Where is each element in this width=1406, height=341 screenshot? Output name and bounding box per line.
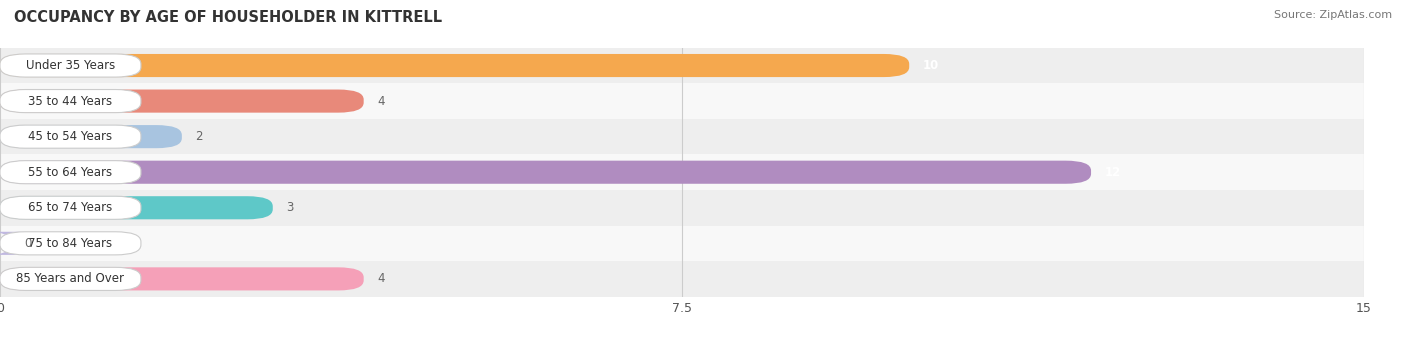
FancyBboxPatch shape (0, 90, 141, 113)
Bar (0, 119, 1364, 154)
FancyBboxPatch shape (0, 54, 910, 77)
Bar (0, 225, 1364, 261)
Text: 4: 4 (377, 94, 385, 107)
FancyBboxPatch shape (0, 267, 364, 291)
Bar (0, 48, 1364, 83)
Bar (0, 83, 1364, 119)
Text: 12: 12 (1105, 166, 1121, 179)
Text: OCCUPANCY BY AGE OF HOUSEHOLDER IN KITTRELL: OCCUPANCY BY AGE OF HOUSEHOLDER IN KITTR… (14, 10, 441, 25)
FancyBboxPatch shape (0, 125, 141, 148)
FancyBboxPatch shape (0, 90, 364, 113)
Text: 45 to 54 Years: 45 to 54 Years (28, 130, 112, 143)
Text: 55 to 64 Years: 55 to 64 Years (28, 166, 112, 179)
FancyBboxPatch shape (0, 267, 141, 291)
Text: Source: ZipAtlas.com: Source: ZipAtlas.com (1274, 10, 1392, 20)
FancyBboxPatch shape (0, 161, 141, 184)
Bar (0, 261, 1364, 297)
Text: 65 to 74 Years: 65 to 74 Years (28, 201, 112, 214)
Bar (0, 190, 1364, 225)
Text: Under 35 Years: Under 35 Years (25, 59, 115, 72)
FancyBboxPatch shape (0, 196, 141, 219)
Text: 35 to 44 Years: 35 to 44 Years (28, 94, 112, 107)
Bar (0, 154, 1364, 190)
Text: 0: 0 (24, 237, 32, 250)
FancyBboxPatch shape (0, 161, 1091, 184)
FancyBboxPatch shape (0, 232, 25, 255)
Text: 2: 2 (195, 130, 202, 143)
FancyBboxPatch shape (0, 196, 273, 219)
FancyBboxPatch shape (0, 232, 141, 255)
FancyBboxPatch shape (0, 54, 141, 77)
Text: 4: 4 (377, 272, 385, 285)
Text: 10: 10 (922, 59, 939, 72)
Text: 75 to 84 Years: 75 to 84 Years (28, 237, 112, 250)
Text: 3: 3 (287, 201, 294, 214)
Text: 85 Years and Over: 85 Years and Over (17, 272, 125, 285)
FancyBboxPatch shape (0, 125, 181, 148)
